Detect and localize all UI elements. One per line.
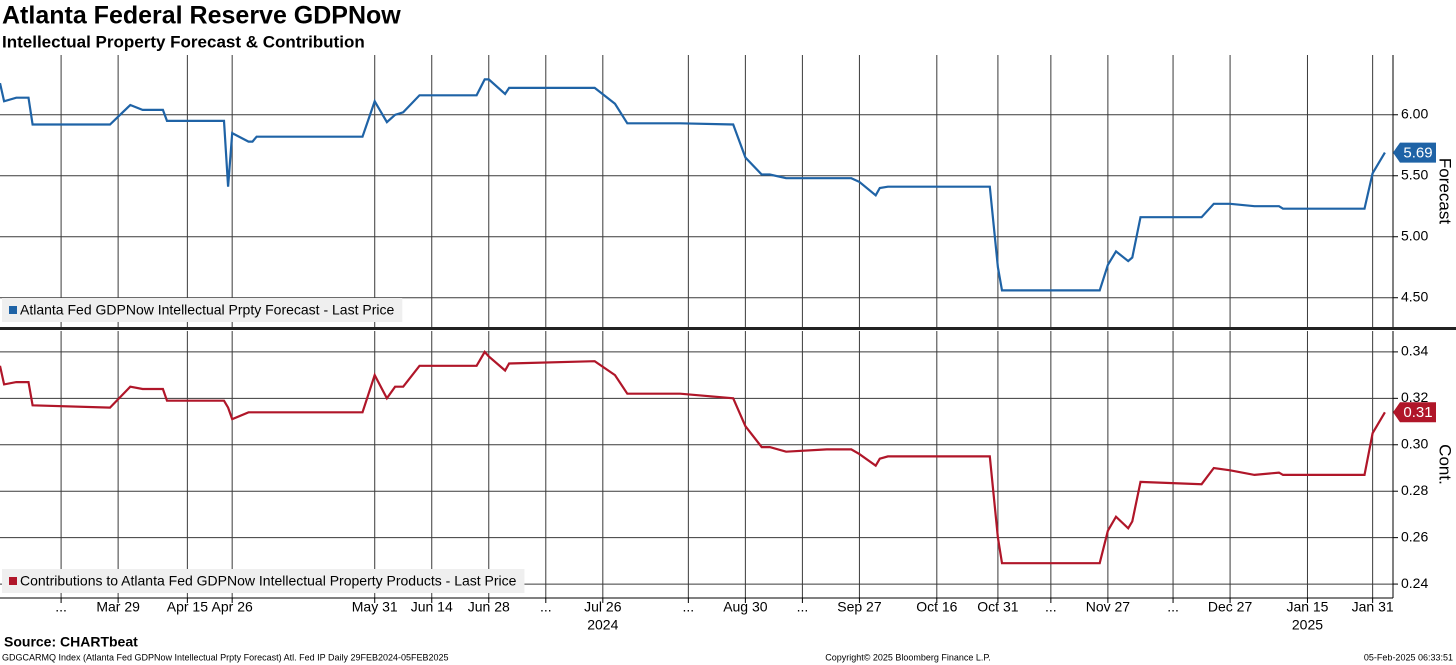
line <box>0 350 1386 565</box>
y-tick-label: 0.24 <box>1401 575 1428 591</box>
x-tick-label: May 31 <box>352 599 398 615</box>
x-tick-label: Mar 29 <box>96 599 140 615</box>
x-tick-label: Jan 15 <box>1286 599 1328 615</box>
footer-center: Copyright© 2025 Bloomberg Finance L.P. <box>825 652 991 662</box>
y-tick-label: 0.26 <box>1401 528 1428 544</box>
footer-right: 05-Feb-2025 06:33:51 <box>1364 652 1453 662</box>
x-tick-label: ... <box>1045 599 1057 615</box>
y-tick-label: 0.28 <box>1401 482 1428 498</box>
x-tick-label: Jun 28 <box>468 599 510 615</box>
y-tick-label: 5.50 <box>1401 166 1428 182</box>
x-year-label: 2025 <box>1292 617 1323 633</box>
x-tick-label: Aug 30 <box>723 599 768 615</box>
last-value-tag <box>1393 402 1436 423</box>
legend: Atlanta Fed GDPNow Intellectual Prpty Fo… <box>2 298 403 322</box>
x-tick-label: Oct 31 <box>977 599 1018 615</box>
last-value-label: 5.69 <box>1403 145 1432 162</box>
y-tick-label: 0.32 <box>1401 389 1428 405</box>
legend-background <box>2 298 403 322</box>
x-tick-label: Apr 15 <box>167 599 208 615</box>
legend-swatch <box>9 306 17 314</box>
y-tick-label: 5.00 <box>1401 227 1428 243</box>
x-tick-label: ... <box>1167 599 1179 615</box>
y-tick-label: 6.00 <box>1401 105 1428 121</box>
line <box>0 78 1386 292</box>
source: Source: CHARTbeat <box>4 634 138 650</box>
legend-label: Atlanta Fed GDPNow Intellectual Prpty Fo… <box>20 302 394 318</box>
x-tick-label: Jul 26 <box>584 599 622 615</box>
last-value-label: 0.31 <box>1403 404 1432 421</box>
x-tick-label: ... <box>683 599 695 615</box>
chart-title: Atlanta Federal Reserve GDPNow <box>2 2 401 30</box>
x-tick-label: Sep 27 <box>837 599 882 615</box>
x-tick-label: Apr 26 <box>212 599 253 615</box>
legend-swatch <box>9 577 17 585</box>
footer-left: GDGCARMQ Index (Atlanta Fed GDPNow Intel… <box>2 652 449 662</box>
x-tick-label: Nov 27 <box>1086 599 1131 615</box>
x-tick-label: Jan 31 <box>1352 599 1394 615</box>
x-tick-label: Dec 27 <box>1208 599 1253 615</box>
y-tick-label: 0.34 <box>1401 343 1428 359</box>
x-tick-label: ... <box>797 599 809 615</box>
x-tick-label: Oct 16 <box>916 599 957 615</box>
last-value-tag <box>1393 142 1436 163</box>
y-tick-label: 0.30 <box>1401 435 1428 451</box>
legend: Contributions to Atlanta Fed GDPNow Inte… <box>2 569 525 593</box>
legend-label: Contributions to Atlanta Fed GDPNow Inte… <box>20 573 517 589</box>
y-tick-label: 4.50 <box>1401 288 1428 304</box>
x-tick-label: Jun 14 <box>411 599 453 615</box>
chart-subtitle: Intellectual Property Forecast & Contrib… <box>2 32 365 51</box>
x-year-label: 2024 <box>587 617 618 633</box>
legend-background <box>2 569 525 593</box>
y-axis-label: Forecast <box>1436 158 1455 224</box>
x-tick-label: ... <box>55 599 67 615</box>
x-tick-label: ... <box>540 599 552 615</box>
y-axis-label: Cont. <box>1436 444 1455 485</box>
